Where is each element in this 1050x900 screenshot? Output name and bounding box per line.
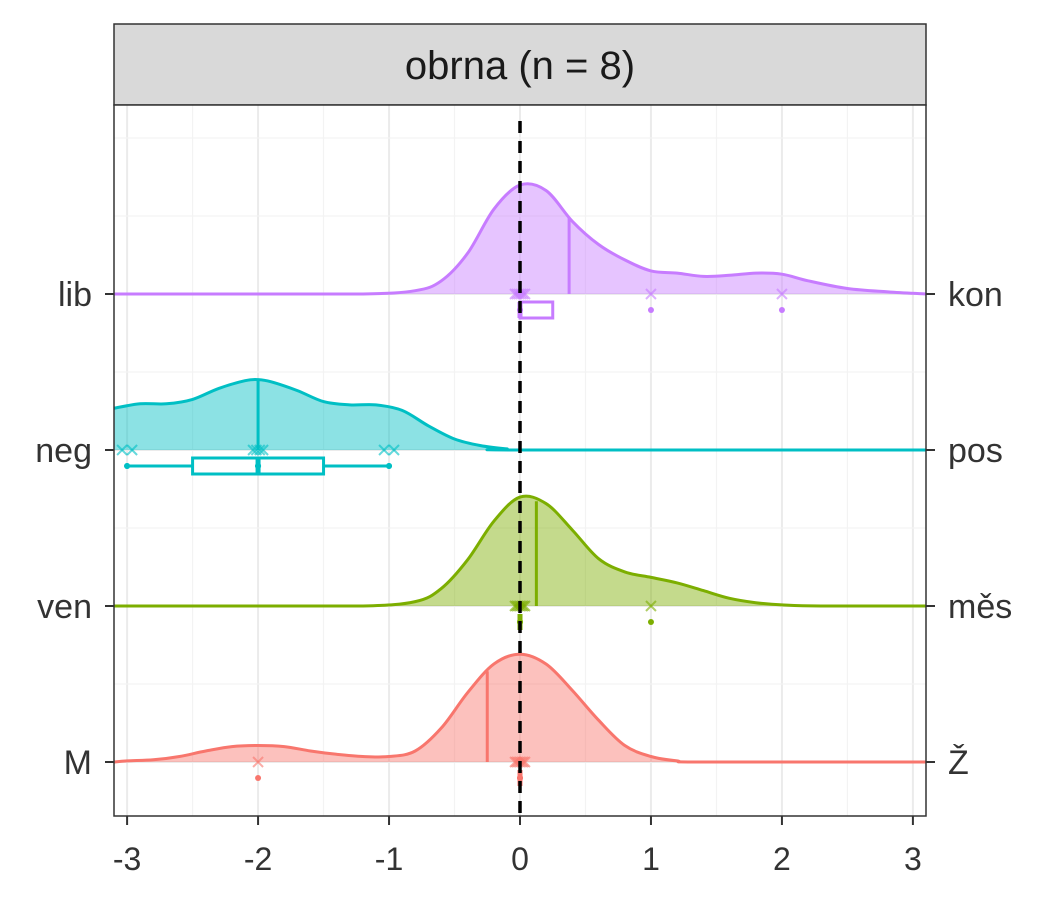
y-tick-label-right: kon <box>948 276 1003 314</box>
data-point-x-stroke <box>517 288 529 300</box>
data-point-x-stroke <box>519 288 531 300</box>
data-point-x-stroke <box>126 444 138 456</box>
data-point-x-stroke <box>116 444 128 456</box>
x-tick-label: 2 <box>773 841 791 877</box>
data-point-x-stroke <box>254 444 266 456</box>
data-point-dot <box>255 775 262 781</box>
axes: -3 -2 -1 0 1 2 3 lib kon neg pos ven měs M Ž <box>35 276 1012 877</box>
y-tick-label-right: měs <box>948 588 1012 626</box>
density-curve <box>113 377 926 452</box>
data-point <box>252 756 264 781</box>
y-tick-label-left: neg <box>35 432 92 470</box>
y-tick-label-right: pos <box>948 432 1003 470</box>
x-tick-label: -3 <box>113 841 141 877</box>
ridge-neg <box>113 377 926 476</box>
data-point-x-stroke <box>388 444 400 456</box>
data-point-x-stroke <box>515 288 527 300</box>
boxplot <box>127 456 390 476</box>
y-tick-label-right: Ž <box>948 744 969 782</box>
data-point-x-stroke <box>645 288 657 300</box>
data-point-dot <box>778 307 785 313</box>
density-curve <box>113 182 927 296</box>
data-point-x-stroke <box>252 756 264 768</box>
y-tick-label-left: lib <box>58 276 92 314</box>
facet-strip-background <box>113 23 927 106</box>
x-tick-label: -1 <box>375 841 403 877</box>
data-point-x-stroke <box>645 600 657 612</box>
data-point-x-stroke <box>776 288 788 300</box>
density-curve <box>113 652 926 764</box>
y-tick-label-left: ven <box>37 588 92 626</box>
x-tick-label: 3 <box>904 841 922 877</box>
data-point-dot <box>647 619 654 625</box>
data-point-x-stroke <box>378 444 390 456</box>
x-tick-label: 1 <box>642 841 660 877</box>
chart-title: obrna (n = 8) <box>405 44 635 88</box>
data-point-x-stroke <box>257 444 269 456</box>
data-point-dot <box>647 307 654 313</box>
data-point <box>776 288 788 313</box>
data-point <box>645 600 657 625</box>
x-tick-label: -2 <box>244 841 272 877</box>
facet-strip: obrna (n = 8) <box>113 23 927 106</box>
x-tick-label: 0 <box>511 841 529 877</box>
data-point <box>645 288 657 313</box>
y-tick-label-left: M <box>64 744 92 782</box>
density-area <box>114 183 926 294</box>
density-curve <box>114 494 926 608</box>
density-area <box>114 379 926 450</box>
